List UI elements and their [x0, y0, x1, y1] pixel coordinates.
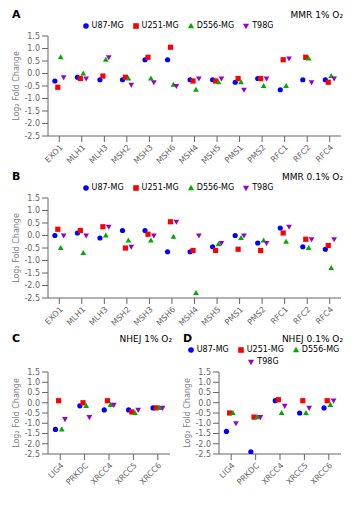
svg-text:LIG4: LIG4: [217, 461, 236, 480]
svg-text:MSH4: MSH4: [177, 305, 200, 328]
svg-text:1.0: 1.0: [27, 378, 40, 387]
svg-text:1.5: 1.5: [27, 368, 40, 377]
html-text:T98G: T98G: [257, 357, 279, 366]
svg-text:-2.5: -2.5: [24, 450, 40, 459]
html-text:D556-MG: D556-MG: [196, 21, 235, 30]
svg-text:-1.5: -1.5: [24, 429, 40, 438]
svg-text:-0.5: -0.5: [24, 82, 40, 91]
svg-text:RFC4: RFC4: [314, 305, 335, 326]
svg-text:-0.5: -0.5: [24, 244, 40, 253]
svg-text:MSH4: MSH4: [177, 143, 200, 166]
svg-text:-2.5: -2.5: [195, 450, 211, 459]
svg-text:-1.0: -1.0: [24, 419, 40, 428]
svg-text:MSH6: MSH6: [155, 143, 178, 166]
svg-text:MLH3: MLH3: [88, 143, 110, 165]
svg-text:MSH6: MSH6: [155, 305, 178, 328]
svg-text:XRCC5: XRCC5: [113, 461, 138, 486]
html-text:D556-MG: D556-MG: [196, 183, 235, 192]
html-text:A: A: [12, 8, 21, 21]
svg-text:MSH5: MSH5: [200, 143, 223, 166]
svg-text:-0.5: -0.5: [24, 409, 40, 418]
svg-text:1.5: 1.5: [27, 194, 40, 203]
html-text:B: B: [12, 170, 21, 183]
html-text:C: C: [12, 332, 21, 345]
svg-text:-0.5: -0.5: [195, 409, 211, 418]
svg-text:-2.5: -2.5: [24, 132, 40, 141]
html-text:T98G: T98G: [252, 183, 274, 192]
svg-text:1.0: 1.0: [27, 206, 40, 215]
svg-text:RFC1: RFC1: [269, 305, 290, 326]
svg-text:XRCC6: XRCC6: [138, 461, 163, 486]
svg-text:-1.0: -1.0: [24, 256, 40, 265]
svg-text:Log₂ Fold Change: Log₂ Fold Change: [12, 213, 21, 283]
svg-text:-1.0: -1.0: [24, 94, 40, 103]
svg-text:RFC4: RFC4: [314, 143, 335, 164]
html-text:T98G: T98G: [252, 21, 274, 30]
svg-text:0.0: 0.0: [27, 69, 40, 78]
html-text:MMR 0.1% O₂: MMR 0.1% O₂: [281, 172, 343, 182]
svg-text:0.5: 0.5: [27, 219, 40, 228]
svg-text:PMS2: PMS2: [246, 305, 268, 327]
svg-text:-2.0: -2.0: [24, 119, 40, 128]
svg-text:XRCC5: XRCC5: [284, 461, 309, 486]
svg-text:RFC2: RFC2: [292, 143, 313, 164]
svg-text:0.0: 0.0: [27, 399, 40, 408]
svg-text:PMS1: PMS1: [223, 143, 245, 165]
svg-text:LIG4: LIG4: [46, 461, 65, 480]
svg-text:PMS1: PMS1: [223, 305, 245, 327]
svg-text:Log₂ Fold Change: Log₂ Fold Change: [12, 51, 21, 121]
svg-text:PMS2: PMS2: [246, 143, 268, 165]
svg-text:RFC2: RFC2: [292, 305, 313, 326]
html-text:NHEJ 0.1% O₂: NHEJ 0.1% O₂: [281, 334, 343, 344]
svg-text:0.0: 0.0: [27, 231, 40, 240]
svg-text:-1.5: -1.5: [195, 429, 211, 438]
svg-text:-2.0: -2.0: [24, 440, 40, 449]
svg-text:Log₂ Fold Change: Log₂ Fold Change: [183, 378, 192, 448]
svg-text:MSH5: MSH5: [200, 305, 223, 328]
html-text:MMR 1% O₂: MMR 1% O₂: [290, 10, 343, 20]
svg-text:-2.0: -2.0: [195, 440, 211, 449]
svg-text:XRCC6: XRCC6: [309, 461, 334, 486]
svg-text:PRKDC: PRKDC: [64, 461, 90, 487]
html-text:D556-MG: D556-MG: [301, 345, 340, 354]
svg-text:1.0: 1.0: [198, 378, 211, 387]
svg-text:Log₂ Fold Change: Log₂ Fold Change: [12, 378, 21, 448]
svg-text:XRCC4: XRCC4: [89, 461, 114, 486]
svg-text:-2.5: -2.5: [24, 294, 40, 303]
svg-text:MSH3: MSH3: [132, 143, 155, 166]
svg-text:PRKDC: PRKDC: [235, 461, 261, 487]
svg-text:-1.5: -1.5: [24, 107, 40, 116]
svg-text:MLH1: MLH1: [65, 143, 87, 165]
html-text:U87-MG: U87-MG: [91, 183, 124, 192]
svg-text:EXO1: EXO1: [43, 305, 65, 327]
svg-text:0.5: 0.5: [27, 57, 40, 66]
svg-text:1.5: 1.5: [27, 32, 40, 41]
svg-text:0.0: 0.0: [198, 399, 211, 408]
html-text:U251-MG: U251-MG: [141, 21, 179, 30]
svg-text:1.0: 1.0: [27, 44, 40, 53]
svg-text:XRCC4: XRCC4: [260, 461, 285, 486]
svg-text:MSH2: MSH2: [110, 143, 133, 166]
svg-text:0.5: 0.5: [27, 388, 40, 397]
svg-text:MSH2: MSH2: [110, 305, 133, 328]
svg-text:MLH1: MLH1: [65, 305, 87, 327]
html-text:U87-MG: U87-MG: [91, 21, 124, 30]
html-text:U87-MG: U87-MG: [196, 345, 229, 354]
svg-text:EXO1: EXO1: [43, 143, 65, 165]
svg-text:0.5: 0.5: [198, 388, 211, 397]
svg-text:1.5: 1.5: [198, 368, 211, 377]
html-text:U251-MG: U251-MG: [141, 183, 179, 192]
html-text:D: D: [183, 332, 193, 345]
svg-text:RFC1: RFC1: [269, 143, 290, 164]
svg-text:-1.0: -1.0: [195, 419, 211, 428]
svg-text:-1.5: -1.5: [24, 269, 40, 278]
html-text:U251-MG: U251-MG: [246, 345, 284, 354]
html-text:NHEJ 1% O₂: NHEJ 1% O₂: [119, 334, 172, 344]
svg-text:MLH3: MLH3: [88, 305, 110, 327]
svg-text:MSH3: MSH3: [132, 305, 155, 328]
svg-text:-2.0: -2.0: [24, 281, 40, 290]
